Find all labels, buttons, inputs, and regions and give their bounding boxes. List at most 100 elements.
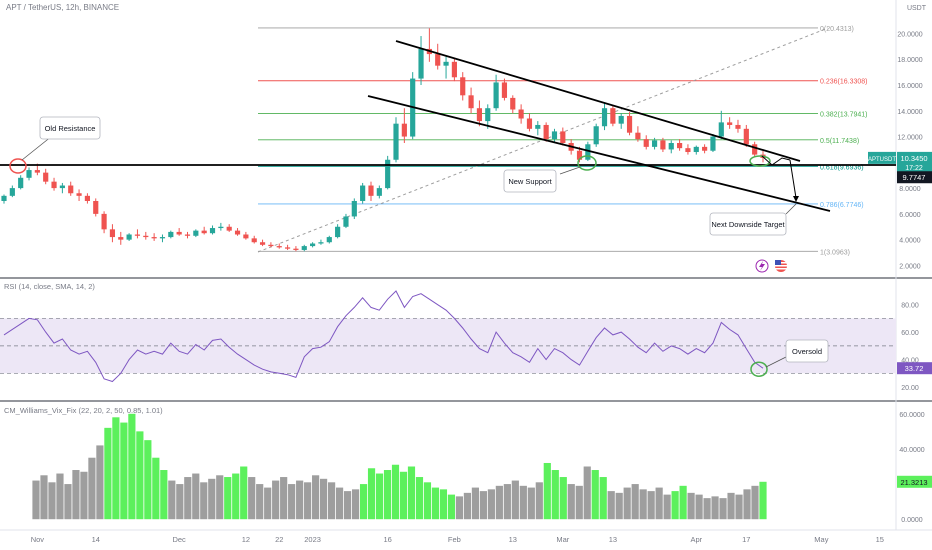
vix-bar-46	[399, 471, 408, 520]
candle-79	[660, 137, 666, 153]
callout-next-downside-target-text: Next Downside Target	[711, 220, 785, 229]
last-price-value: 10.3450	[900, 154, 927, 163]
resistance-circle	[9, 158, 27, 174]
candle-8	[68, 181, 74, 196]
vix-bar-60	[511, 480, 519, 520]
candle-47	[393, 117, 399, 163]
vix-bar-79	[663, 494, 671, 520]
vix-bar-83	[695, 494, 703, 520]
candle-31	[259, 239, 266, 247]
vix-bar-49	[423, 482, 432, 520]
rsi-panel[interactable]: 80.00 60.00 40.00 20.00 33.72 Oversold	[0, 290, 932, 392]
candle-71	[593, 123, 599, 147]
vix-bar-17	[168, 480, 176, 520]
vix-bar-74	[623, 487, 631, 520]
price-tick-2: 16.0000	[897, 83, 922, 90]
candle-41	[343, 213, 349, 229]
candle-76	[635, 126, 641, 142]
candle-28	[234, 228, 241, 236]
rsi-value-text: 33.72	[905, 364, 924, 373]
callout-old-resistance[interactable]: Old Resistance	[21, 116, 101, 161]
vix-bar-12	[128, 413, 136, 520]
vix-bar-86	[719, 498, 727, 520]
vix-bar-72	[607, 491, 615, 520]
fibonacci-retracement[interactable]: 0(20.4313) 0.236(16.3308) 0.382(13.7941) 0.…	[258, 26, 867, 256]
price-axis-ticks: 20.0000 18.0000 16.0000 14.0000 12.0000 8.000…	[897, 31, 922, 270]
candle-35	[293, 246, 299, 252]
fib-label-6: 1(3.0963)	[820, 249, 850, 256]
vix-bar-76	[639, 489, 647, 520]
vix-bar-26	[240, 466, 248, 520]
vix-bar-82	[687, 492, 695, 520]
vix-fix-panel[interactable]: 60.0000 40.0000 0.0000 21.3213	[32, 412, 932, 524]
price-tick-8: 2.0000	[899, 263, 921, 270]
vix-title: CM_Williams_Vix_Fix (22, 20, 2, 50, 0.85…	[4, 406, 163, 415]
candle-50	[418, 36, 424, 86]
candle-34	[284, 244, 291, 250]
candle-62	[518, 104, 524, 124]
countdown: 17:22	[905, 165, 923, 172]
candle-85	[710, 133, 716, 153]
vix-bar-1	[40, 475, 48, 520]
vix-bar-75	[631, 484, 639, 520]
candle-13	[109, 224, 116, 243]
vix-bar-42	[367, 468, 376, 520]
candle-72	[601, 103, 608, 131]
price-badges: APTUSDT 10.3450 17:229.7747	[868, 151, 932, 184]
vix-bar-44	[383, 470, 392, 520]
candle-53	[443, 56, 449, 79]
vix-bar-40	[351, 489, 360, 520]
vix-bar-5	[72, 470, 80, 520]
candle-57	[476, 100, 483, 127]
projection-path	[761, 155, 791, 166]
vix-bar-84	[703, 498, 711, 520]
candle-78	[651, 137, 658, 150]
time-tick-9: Mar	[556, 535, 569, 544]
fib-label-2: 0.382(13.7941)	[820, 111, 867, 118]
candle-61	[510, 95, 516, 114]
vix-bar-54	[463, 492, 472, 520]
vix-bar-19	[184, 477, 192, 520]
vix-bar-16	[160, 470, 168, 520]
vix-bar-30	[272, 480, 280, 520]
candle-59	[493, 74, 499, 111]
time-tick-13: May	[814, 535, 828, 544]
vix-bar-47	[407, 466, 416, 520]
candle-49	[410, 72, 416, 140]
candle-86	[718, 110, 724, 140]
candle-45	[376, 185, 382, 199]
vix-bar-28	[256, 484, 264, 520]
candle-60	[501, 78, 508, 101]
time-tick-1: 14	[92, 535, 100, 544]
oversold-text: Oversold	[792, 347, 822, 356]
vix-bar-62	[527, 487, 535, 520]
time-tick-14: 15	[876, 535, 884, 544]
candle-33	[276, 243, 282, 249]
channel-lower-line[interactable]	[367, 95, 831, 212]
channel-upper-line[interactable]	[395, 40, 801, 162]
vix-bar-87	[727, 492, 735, 520]
candle-40	[335, 224, 341, 239]
candle-1	[9, 185, 15, 198]
vix-bar-52	[447, 494, 456, 520]
vix-bar-7	[88, 457, 96, 520]
candle-3	[26, 167, 32, 181]
candle-18	[151, 233, 157, 241]
flag-icon[interactable]	[775, 260, 787, 272]
candle-25	[209, 225, 216, 235]
time-axis[interactable]: Nov 14 Dec 12 22 2023 16 Feb 13 Mar 13 Apr 17 May 15	[31, 535, 884, 544]
time-tick-10: 13	[609, 535, 617, 544]
candle-90	[752, 141, 758, 158]
vix-bar-14	[144, 440, 152, 520]
candle-26	[218, 222, 224, 231]
lightning-icon[interactable]	[755, 259, 769, 273]
callout-new-support[interactable]: New Support	[503, 166, 581, 193]
candle-46	[385, 155, 391, 190]
symbol-badge-text: APTUSDT	[868, 157, 896, 163]
vix-bar-4	[64, 484, 72, 520]
vix-bar-34	[304, 482, 312, 520]
support-circle	[577, 155, 597, 171]
callout-next-downside-target[interactable]: Next Downside Target	[709, 203, 797, 236]
